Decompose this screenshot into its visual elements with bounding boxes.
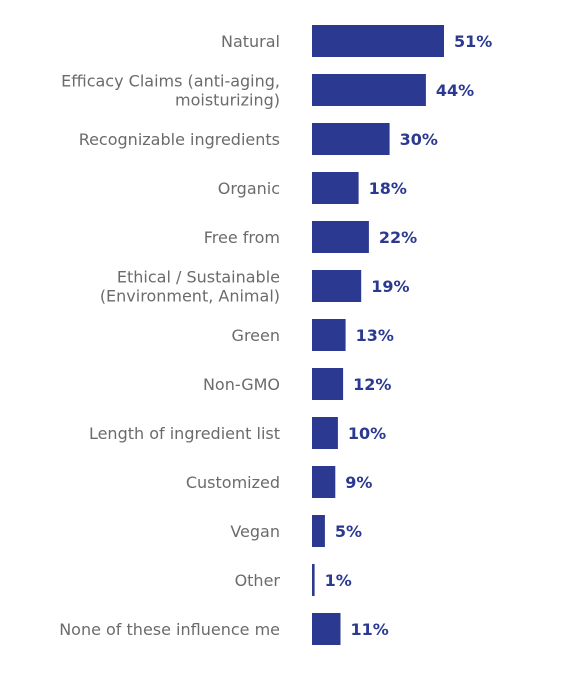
value-label-10: 5% [335, 522, 362, 541]
bar-4 [312, 221, 369, 253]
category-label-9: Customized [186, 473, 280, 492]
category-label-1-line-1: moisturizing) [175, 91, 280, 110]
category-label-0: Natural [221, 32, 280, 51]
category-label-1-line-0: Efficacy Claims (anti-aging, [61, 72, 280, 91]
category-label-11: Other [235, 571, 281, 590]
value-label-9: 9% [345, 473, 372, 492]
value-label-3: 18% [369, 179, 407, 198]
bar-3 [312, 172, 359, 204]
value-label-4: 22% [379, 228, 417, 247]
category-label-7: Non-GMO [203, 375, 280, 394]
value-label-7: 12% [353, 375, 391, 394]
bar-7 [312, 368, 344, 400]
value-label-6: 13% [356, 326, 394, 345]
category-label-3: Organic [218, 179, 280, 198]
category-label-12: None of these influence me [59, 620, 280, 639]
bar-0 [312, 25, 444, 57]
value-label-0: 51% [454, 32, 492, 51]
value-label-5: 19% [371, 277, 409, 296]
value-label-11: 1% [325, 571, 352, 590]
category-label-5-line-1: (Environment, Animal) [100, 287, 280, 306]
bar-1 [312, 74, 426, 106]
value-labels: 51% 44% 30% 18% 22% 19% 13% 12% 10% 9% 5% 1% 11% [325, 32, 493, 639]
bar-12 [312, 613, 341, 645]
category-label-5-line-0: Ethical / Sustainable [117, 268, 280, 287]
value-label-8: 10% [348, 424, 386, 443]
category-label-4: Free from [204, 228, 280, 247]
value-label-12: 11% [351, 620, 389, 639]
category-label-6: Green [232, 326, 280, 345]
bar-6 [312, 319, 346, 351]
value-label-2: 30% [400, 130, 438, 149]
bar-5 [312, 270, 362, 302]
bar-2 [312, 123, 390, 155]
value-label-1: 44% [436, 81, 474, 100]
bar-11 [312, 564, 315, 596]
category-label-2: Recognizable ingredients [79, 130, 280, 149]
bar-8 [312, 417, 338, 449]
bar-10 [312, 515, 325, 547]
bar-9 [312, 466, 336, 498]
category-label-8: Length of ingredient list [89, 424, 280, 443]
category-label-10: Vegan [230, 522, 280, 541]
bars [312, 25, 444, 645]
category-labels: Natural Efficacy Claims (anti-aging,moist… [59, 32, 280, 639]
